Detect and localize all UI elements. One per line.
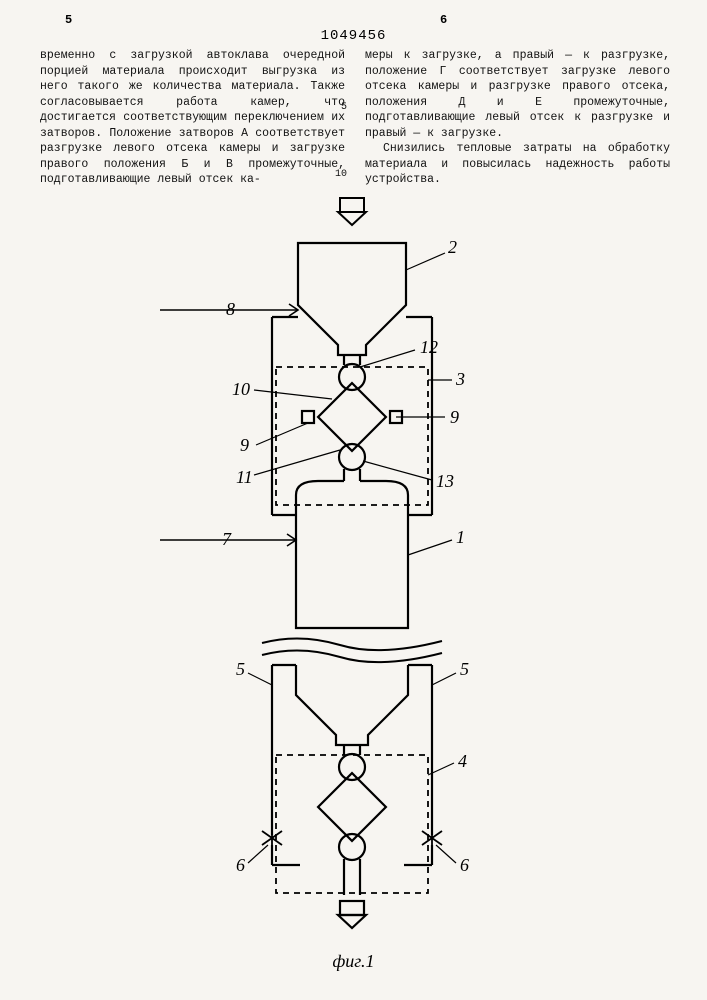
label-6a: 6 — [236, 855, 245, 875]
label-13: 13 — [436, 471, 454, 491]
label-1: 1 — [456, 527, 465, 547]
page-number-right: 6 — [440, 13, 447, 27]
patent-number: 1049456 — [0, 28, 707, 44]
right-col-para1: меры к загрузке, а правый — к разгрузке,… — [365, 48, 670, 141]
label-5b: 5 — [460, 659, 469, 679]
body-text: 5 10 временно с загрузкой автоклава очер… — [40, 48, 670, 188]
line-number-10: 10 — [335, 168, 347, 182]
left-column: 5 10 временно с загрузкой автоклава очер… — [40, 48, 345, 188]
line-number-5: 5 — [341, 101, 347, 115]
page-number-left: 5 — [65, 13, 72, 27]
right-column: меры к загрузке, а правый — к разгрузке,… — [365, 48, 670, 188]
label-3: 3 — [455, 369, 465, 389]
figure-1: 2 8 12 3 10 9 9 11 13 7 1 5 5 4 6 6 фиг.… — [0, 195, 707, 1000]
label-7: 7 — [222, 529, 232, 549]
label-8: 8 — [226, 299, 235, 319]
right-col-para2: Снизились тепловые затраты на обработку … — [365, 141, 670, 188]
label-4: 4 — [458, 751, 467, 771]
label-11: 11 — [236, 467, 253, 487]
label-9a: 9 — [240, 435, 249, 455]
label-12: 12 — [420, 337, 438, 357]
label-6b: 6 — [460, 855, 469, 875]
label-2: 2 — [448, 237, 457, 257]
label-10: 10 — [232, 379, 250, 399]
label-9b: 9 — [450, 407, 459, 427]
label-5a: 5 — [236, 659, 245, 679]
figure-caption: фиг.1 — [0, 951, 707, 972]
left-col-para: временно с загрузкой автоклава очередной… — [40, 48, 345, 188]
